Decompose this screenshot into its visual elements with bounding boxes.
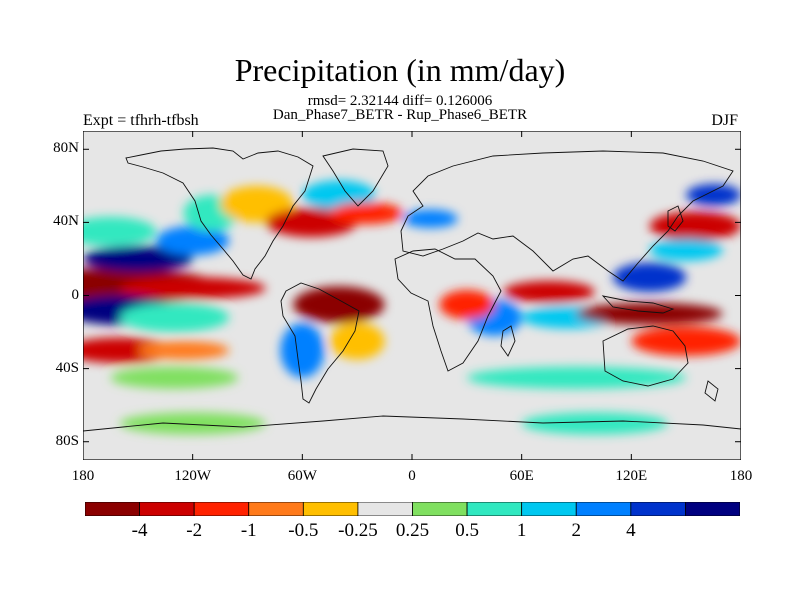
latitude-label: 80N [53,140,79,157]
anomaly-region [613,263,686,292]
colorbar-swatch [576,502,631,516]
anomaly-region [503,281,594,303]
colorbar-swatch [249,502,304,516]
latitude-label: 80S [56,433,79,450]
longitude-label: 60W [288,468,317,485]
page-title: Precipitation (in mm/day) [0,52,800,89]
anomaly-region [439,290,494,319]
colorbar-label: 0.5 [455,520,479,542]
anomaly-region [120,412,266,434]
longitude-label: 180 [730,468,753,485]
colorbar-swatch [685,502,740,516]
colorbar-swatch [631,502,686,516]
colorbar-swatch [140,502,195,516]
colorbar-swatch [85,502,140,516]
anomaly-region [650,239,723,261]
colorbar-label: -0.5 [288,520,318,542]
anomaly-region [686,184,741,206]
anomaly-region [293,286,384,323]
colorbar-swatch [194,502,249,516]
longitude-label: 120E [615,468,647,485]
colorbar-swatch [467,502,522,516]
anomaly-region [120,277,266,299]
colorbar-label: 2 [572,520,582,542]
anomaly-region [330,323,385,360]
colorbar-label: 1 [517,520,527,542]
anomaly-region [280,323,324,378]
latitude-label: 40N [53,213,79,230]
colorbar-label: -0.25 [338,520,378,542]
colorbar-swatch [413,502,468,516]
anomaly-region [467,367,686,389]
experiment-label: Expt = tfhrh-tfbsh [83,112,199,130]
longitude-label: 180 [72,468,95,485]
anomaly-region [110,367,238,389]
colorbar-label: 0.25 [396,520,429,542]
longitude-label: 60E [510,468,534,485]
colorbar-swatch [358,502,413,516]
anomaly-region [522,412,668,434]
colorbar-swatch [303,502,358,516]
anomaly-region [330,202,403,224]
anomaly-region [120,303,230,332]
colorbar-swatch [522,502,577,516]
colorbar-label: 4 [626,520,636,542]
precipitation-map [83,131,741,460]
colorbar-label: -2 [186,520,202,542]
anomaly-region [403,210,458,228]
latitude-label: 40S [56,360,79,377]
colorbar-label: -4 [132,520,148,542]
longitude-label: 0 [408,468,416,485]
anomaly-region [138,341,229,359]
colorbar [85,502,740,516]
longitude-label: 120W [174,468,211,485]
season-label: DJF [711,112,738,130]
latitude-label: 0 [72,287,80,304]
colorbar-label: -1 [241,520,257,542]
anomaly-region [577,303,723,325]
